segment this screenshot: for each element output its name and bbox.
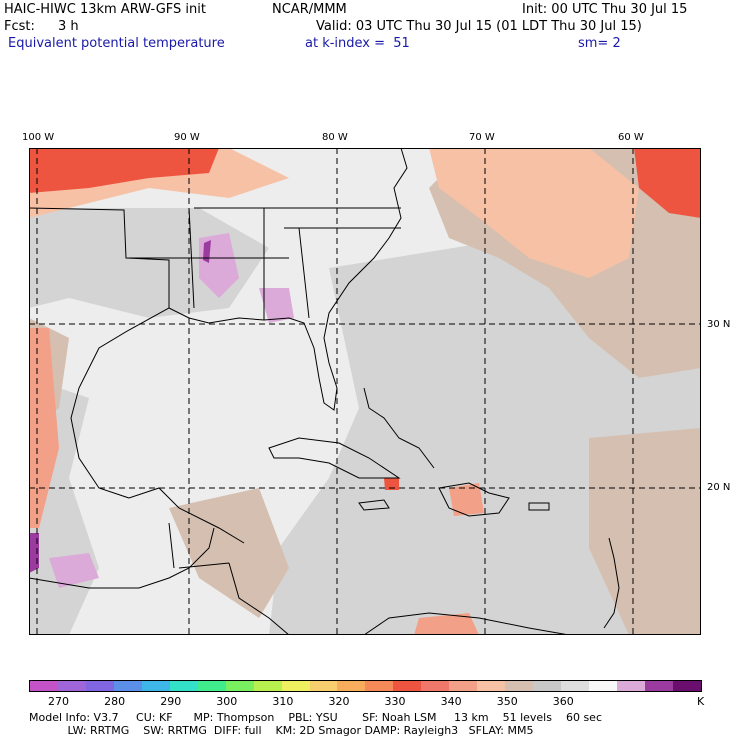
colorbar xyxy=(29,680,702,692)
central-america-tan xyxy=(169,488,289,618)
colorbar-segment xyxy=(505,681,534,691)
colorbar-segment xyxy=(477,681,506,691)
colorbar-segment xyxy=(561,681,590,691)
smoothing: sm= 2 xyxy=(578,36,621,51)
lesser-antilles xyxy=(603,537,620,629)
colorbar-segment xyxy=(644,681,673,691)
colorbar-segment xyxy=(225,681,254,691)
colorbar-label: 310 xyxy=(272,695,294,708)
east-tan-region xyxy=(589,428,701,635)
colorbar-segment xyxy=(85,681,114,691)
colorbar-label: 340 xyxy=(440,695,462,708)
colorbar-segment xyxy=(589,681,618,691)
coastlines xyxy=(29,148,620,635)
gulf-west-coast xyxy=(29,207,245,544)
colorbar-segment xyxy=(309,681,338,691)
state-borders xyxy=(129,207,401,320)
central-america-borders xyxy=(168,522,290,635)
colorbar-label: 360 xyxy=(552,695,574,708)
colorbar-segment xyxy=(30,681,58,691)
lon-label-60w: 60 W xyxy=(618,132,644,143)
south-america-coast xyxy=(363,612,570,635)
org-label: NCAR/MMM xyxy=(272,2,347,17)
model-info-line2: LW: RRTMG SW: RRTMG DIFF: full KM: 2D Sm… xyxy=(29,724,534,737)
cuba-red-patch xyxy=(384,478,399,490)
south-salmon-patch xyxy=(414,613,479,635)
graticule xyxy=(29,148,701,635)
lat-label-20n: 20 N xyxy=(707,482,731,493)
colorbar-segment xyxy=(533,681,562,691)
field-name: Equivalent potential temperature xyxy=(8,36,225,51)
colorbar-label: 300 xyxy=(216,695,238,708)
colorbar-segment xyxy=(169,681,198,691)
colorbar-units: K xyxy=(697,695,705,708)
level-index: at k-index = 51 xyxy=(305,36,410,51)
colorbar-segment xyxy=(365,681,394,691)
colorbar-label: 280 xyxy=(104,695,126,708)
lon-label-80w: 80 W xyxy=(322,132,348,143)
colorbar-segment xyxy=(281,681,310,691)
colorbar-segment xyxy=(141,681,170,691)
colorbar-segment xyxy=(393,681,422,691)
ne-red-region xyxy=(634,148,701,218)
forecast-label: Fcst: xyxy=(4,19,35,34)
puerto-rico-coast xyxy=(528,502,550,511)
colorbar-label: 350 xyxy=(496,695,518,708)
forecast-hour: 3 h xyxy=(58,19,79,34)
colorbar-segment xyxy=(253,681,282,691)
colorbar-segment xyxy=(57,681,86,691)
theta-e-map xyxy=(29,148,701,635)
model-info-line1: Model Info: V3.7 CU: KF MP: Thompson PBL… xyxy=(29,711,602,724)
colorbar-segment xyxy=(197,681,226,691)
cuba-coast xyxy=(268,437,401,479)
lat-label-30n: 30 N xyxy=(707,319,731,330)
north-red-region xyxy=(29,148,219,193)
colorbar-label: 330 xyxy=(384,695,406,708)
colorbar-segment xyxy=(672,681,701,691)
lavender-patch-3 xyxy=(49,553,99,588)
hispaniola-coast xyxy=(438,482,510,517)
valid-time: Valid: 03 UTC Thu 30 Jul 15 (01 LDT Thu … xyxy=(316,19,642,34)
bahamas xyxy=(363,387,435,469)
lon-label-90w: 90 W xyxy=(174,132,200,143)
colorbar-segment xyxy=(421,681,450,691)
lavender-patch-2 xyxy=(259,288,294,323)
colorbar-segment xyxy=(337,681,366,691)
init-time: Init: 00 UTC Thu 30 Jul 15 xyxy=(522,2,688,17)
us-gray-region xyxy=(29,208,269,318)
lon-label-100w: 100 W xyxy=(22,132,55,143)
model-title: HAIC-HIWC 13km ARW-GFS init xyxy=(4,2,206,17)
mexico-south-coast xyxy=(29,527,215,589)
colorbar-segment xyxy=(113,681,142,691)
hispaniola-salmon-patch xyxy=(449,483,484,516)
colorbar-label: 290 xyxy=(160,695,182,708)
colorbar-label: 270 xyxy=(48,695,70,708)
atlantic-peach-region xyxy=(429,148,639,278)
map-frame xyxy=(29,148,701,635)
purple-patch-2 xyxy=(203,240,211,263)
colorbar-label: 320 xyxy=(328,695,350,708)
colorbar-segment xyxy=(617,681,645,691)
jamaica-coast xyxy=(358,499,390,511)
lon-label-70w: 70 W xyxy=(469,132,495,143)
colorbar-segment xyxy=(449,681,478,691)
